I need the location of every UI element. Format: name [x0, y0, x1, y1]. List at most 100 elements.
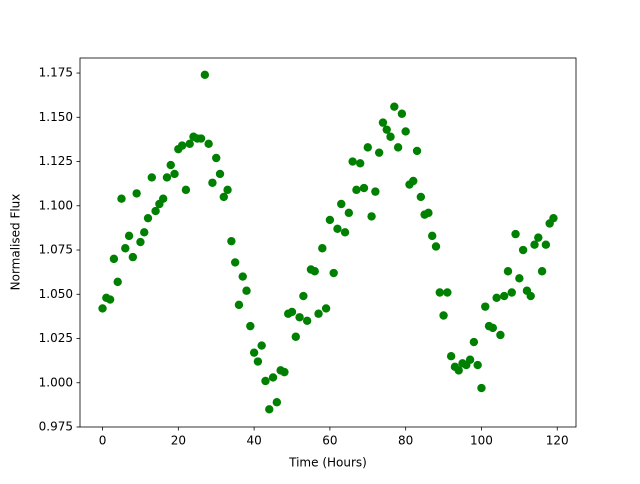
point: [352, 185, 361, 195]
point: [170, 169, 179, 179]
point: [348, 157, 357, 166]
point: [158, 194, 168, 203]
y-tick-label: 0.975: [39, 420, 73, 434]
point: [128, 252, 138, 262]
point: [113, 277, 122, 287]
point: [242, 286, 251, 295]
point: [537, 267, 547, 276]
plot-frame: [79, 57, 577, 428]
point: [488, 323, 498, 333]
y-tick-label: 1.175: [39, 66, 73, 80]
point: [371, 187, 380, 196]
point: [234, 300, 244, 310]
point: [526, 291, 535, 301]
point: [431, 242, 441, 251]
point: [230, 258, 240, 267]
point: [424, 208, 433, 218]
point: [477, 383, 486, 393]
point: [409, 176, 418, 186]
point: [390, 102, 399, 111]
y-tick-label: 1.125: [39, 154, 73, 168]
point: [401, 127, 410, 136]
point: [177, 141, 187, 150]
point: [268, 373, 278, 382]
y-axis-label: Normalised Flux: [9, 194, 23, 291]
point: [299, 291, 308, 301]
point: [185, 139, 194, 149]
point: [132, 189, 141, 198]
point: [333, 224, 342, 233]
point: [499, 291, 509, 301]
point: [265, 405, 274, 414]
point: [356, 159, 365, 168]
x-tick-label: 60: [322, 434, 337, 448]
point: [473, 360, 482, 370]
y-tick-label: 1.100: [39, 198, 73, 212]
point: [443, 288, 452, 297]
point: [340, 228, 350, 237]
point: [249, 348, 259, 357]
point: [162, 173, 172, 182]
y-tick-label: 1.025: [39, 331, 73, 345]
x-tick-label: 120: [546, 434, 569, 448]
point: [321, 304, 331, 313]
point: [549, 213, 558, 223]
point: [367, 212, 376, 221]
point: [492, 293, 501, 303]
point: [238, 272, 247, 281]
point: [363, 143, 372, 152]
point: [109, 254, 119, 264]
point: [465, 355, 475, 364]
point: [496, 330, 505, 340]
point: [337, 199, 346, 209]
point: [151, 206, 160, 216]
y-tick-label: 1.000: [39, 375, 73, 389]
point: [454, 366, 463, 375]
point: [378, 118, 388, 127]
x-tick-label: 20: [171, 434, 186, 448]
point: [446, 352, 456, 361]
point: [204, 139, 213, 149]
point: [302, 316, 312, 326]
point: [507, 288, 516, 297]
point: [541, 240, 551, 249]
point: [329, 268, 338, 278]
y-tick-label: 1.150: [39, 110, 73, 124]
point: [416, 192, 426, 202]
point: [481, 302, 490, 311]
x-tick-label: 80: [398, 434, 413, 448]
point: [117, 194, 126, 203]
point: [147, 173, 157, 182]
point: [515, 274, 524, 283]
x-tick-label: 40: [246, 434, 261, 448]
point: [344, 208, 354, 218]
point: [318, 244, 327, 253]
y-tick-label: 1.075: [39, 243, 73, 257]
point: [386, 132, 395, 141]
point: [412, 146, 422, 156]
point: [215, 169, 225, 179]
x-axis-label: Time (Hours): [288, 456, 367, 470]
point: [503, 267, 513, 276]
point: [325, 215, 335, 225]
point: [223, 185, 232, 195]
point: [253, 357, 263, 366]
point: [261, 376, 270, 386]
point: [219, 192, 228, 202]
point: [196, 134, 206, 143]
point: [439, 311, 448, 320]
point: [435, 288, 444, 297]
point: [511, 229, 520, 239]
point: [397, 109, 407, 118]
x-tick-label: 0: [99, 434, 107, 448]
point: [124, 231, 134, 241]
point: [143, 213, 153, 223]
point: [359, 183, 369, 193]
point: [291, 332, 300, 341]
point: [181, 185, 191, 195]
point: [534, 233, 543, 242]
point: [314, 309, 323, 318]
point: [246, 321, 255, 331]
